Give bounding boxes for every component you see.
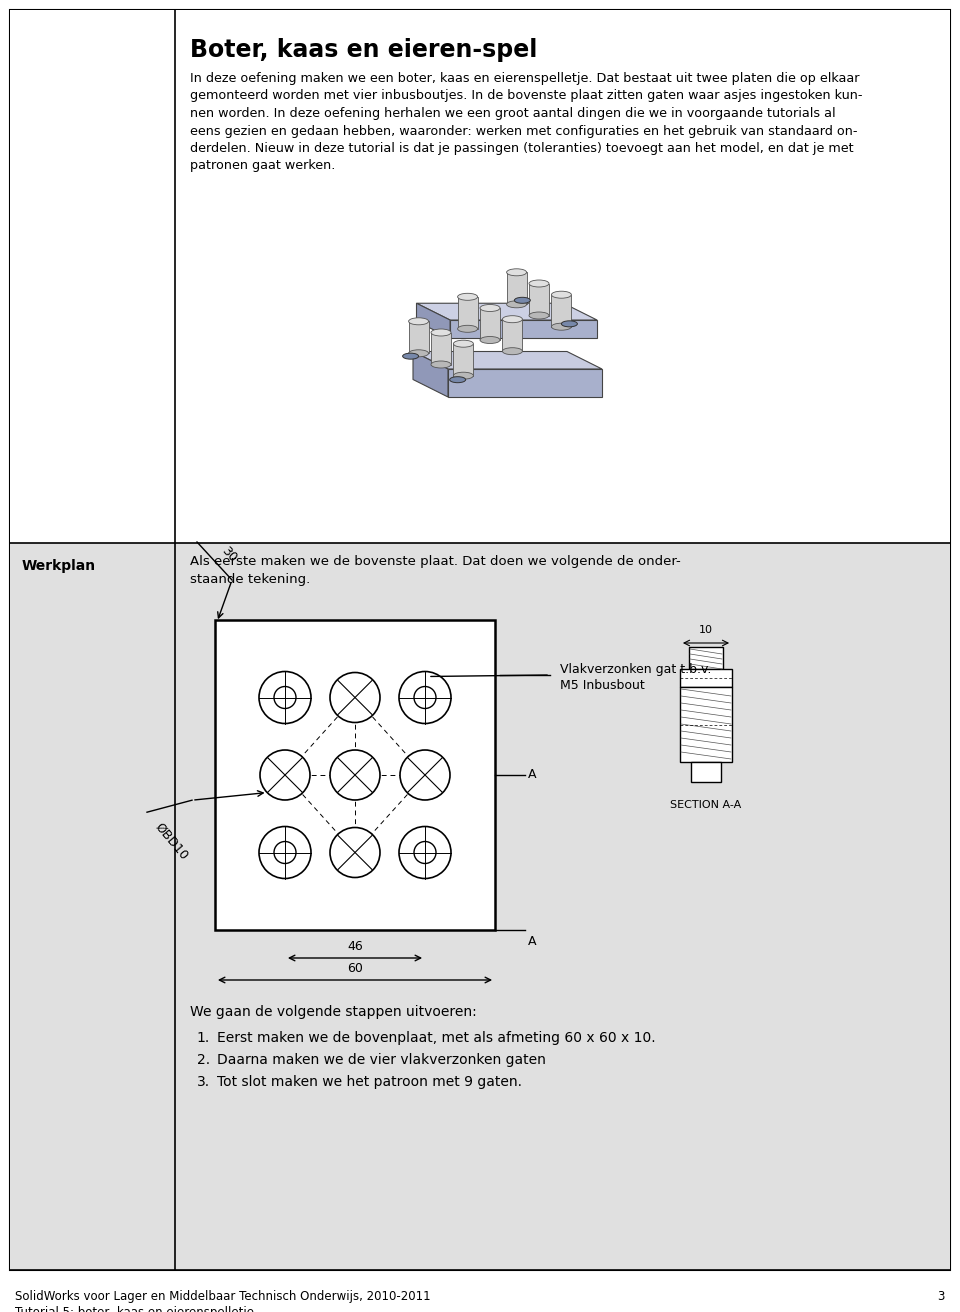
Bar <box>680 669 732 687</box>
Text: 1.: 1. <box>197 1031 210 1044</box>
Bar <box>10 543 950 1270</box>
Circle shape <box>260 750 310 800</box>
Polygon shape <box>450 320 597 338</box>
Text: Als eerste maken we de bovenste plaat. Dat doen we volgende de onder-: Als eerste maken we de bovenste plaat. D… <box>190 555 681 568</box>
Circle shape <box>259 827 311 879</box>
Text: Tutorial 5: boter, kaas en eierenspelletje: Tutorial 5: boter, kaas en eierenspellet… <box>15 1305 254 1312</box>
Ellipse shape <box>480 336 500 344</box>
Ellipse shape <box>480 304 500 311</box>
Text: Eerst maken we de bovenplaat, met als afmeting 60 x 60 x 10.: Eerst maken we de bovenplaat, met als af… <box>217 1031 656 1044</box>
Circle shape <box>399 827 451 879</box>
Text: Daarna maken we de vier vlakverzonken gaten: Daarna maken we de vier vlakverzonken ga… <box>217 1054 546 1067</box>
Text: patronen gaat werken.: patronen gaat werken. <box>190 160 335 172</box>
Polygon shape <box>417 303 597 320</box>
Text: 2.: 2. <box>197 1054 210 1067</box>
Text: A: A <box>528 935 537 949</box>
Text: Vlakverzonken gat t.b.v.: Vlakverzonken gat t.b.v. <box>560 663 711 676</box>
Text: 3: 3 <box>938 1290 945 1303</box>
Text: In deze oefening maken we een boter, kaas en eierenspelletje. Dat bestaat uit tw: In deze oefening maken we een boter, kaa… <box>190 72 859 85</box>
Text: Tot slot maken we het patroon met 9 gaten.: Tot slot maken we het patroon met 9 gate… <box>217 1075 522 1089</box>
Text: 10: 10 <box>699 625 713 635</box>
Ellipse shape <box>529 279 549 287</box>
Bar <box>689 647 723 669</box>
Bar <box>691 762 721 782</box>
Ellipse shape <box>458 294 478 300</box>
Ellipse shape <box>551 323 571 331</box>
Text: eens gezien en gedaan hebben, waaronder: werken met configuraties en het gebruik: eens gezien en gedaan hebben, waaronder:… <box>190 125 857 138</box>
Polygon shape <box>417 303 450 338</box>
Ellipse shape <box>502 316 522 323</box>
Bar <box>458 297 478 329</box>
Text: A: A <box>528 769 537 782</box>
Circle shape <box>259 672 311 723</box>
Bar <box>480 308 500 340</box>
Polygon shape <box>413 352 448 398</box>
Ellipse shape <box>431 361 451 367</box>
Text: derdelen. Nieuw in deze tutorial is dat je passingen (toleranties) toevoegt aan : derdelen. Nieuw in deze tutorial is dat … <box>190 142 853 155</box>
Bar <box>680 687 732 762</box>
Bar <box>10 10 950 543</box>
Text: M5 Inbusbout: M5 Inbusbout <box>560 680 645 691</box>
Bar <box>215 621 495 930</box>
Ellipse shape <box>515 298 530 303</box>
Polygon shape <box>448 369 602 398</box>
Circle shape <box>399 672 451 723</box>
Circle shape <box>414 686 436 708</box>
Ellipse shape <box>458 325 478 332</box>
Ellipse shape <box>507 300 527 308</box>
Circle shape <box>400 750 450 800</box>
Circle shape <box>274 686 296 708</box>
Bar <box>453 344 473 375</box>
Text: Werkplan: Werkplan <box>22 559 96 573</box>
Ellipse shape <box>562 321 577 327</box>
Text: SECTION A-A: SECTION A-A <box>670 800 742 810</box>
Text: staande tekening.: staande tekening. <box>190 573 310 586</box>
Bar <box>529 283 549 315</box>
Ellipse shape <box>453 340 473 348</box>
Text: Boter, kaas en eieren-spel: Boter, kaas en eieren-spel <box>190 38 538 62</box>
Ellipse shape <box>551 291 571 298</box>
Bar <box>502 319 522 352</box>
Text: nen worden. In deze oefening herhalen we een groot aantal dingen die we in voorg: nen worden. In deze oefening herhalen we… <box>190 108 835 119</box>
Bar <box>409 321 428 353</box>
Text: gemonteerd worden met vier inbusboutjes. In de bovenste plaat zitten gaten waar : gemonteerd worden met vier inbusboutjes.… <box>190 89 862 102</box>
Circle shape <box>414 841 436 863</box>
Ellipse shape <box>507 269 527 276</box>
Ellipse shape <box>409 318 428 325</box>
Text: We gaan de volgende stappen uitvoeren:: We gaan de volgende stappen uitvoeren: <box>190 1005 477 1019</box>
Circle shape <box>330 673 380 723</box>
Text: ØBD10: ØBD10 <box>152 820 190 862</box>
Circle shape <box>274 841 296 863</box>
Bar <box>551 295 571 327</box>
Ellipse shape <box>453 373 473 379</box>
Circle shape <box>330 750 380 800</box>
Bar <box>431 332 451 365</box>
Bar <box>507 273 527 304</box>
Ellipse shape <box>449 377 466 383</box>
Ellipse shape <box>409 350 428 357</box>
Text: 46: 46 <box>348 939 363 953</box>
Text: 30: 30 <box>219 543 239 564</box>
Polygon shape <box>413 352 602 369</box>
Text: 3.: 3. <box>197 1075 210 1089</box>
Text: 60: 60 <box>348 962 363 975</box>
Circle shape <box>330 828 380 878</box>
Ellipse shape <box>402 353 419 359</box>
Ellipse shape <box>431 329 451 336</box>
Ellipse shape <box>529 312 549 319</box>
Text: SolidWorks voor Lager en Middelbaar Technisch Onderwijs, 2010-2011: SolidWorks voor Lager en Middelbaar Tech… <box>15 1290 431 1303</box>
Ellipse shape <box>502 348 522 354</box>
